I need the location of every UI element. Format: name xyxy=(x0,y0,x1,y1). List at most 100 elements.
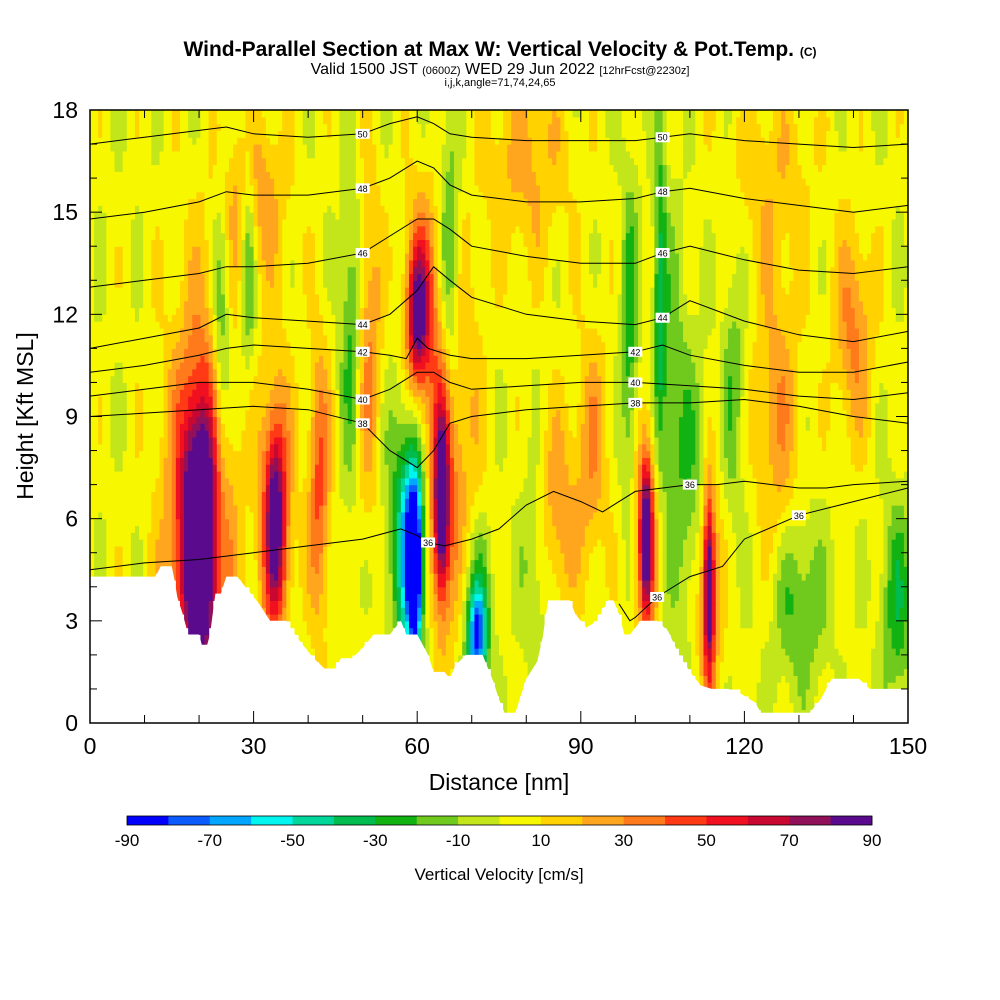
field-cell xyxy=(233,402,238,411)
field-cell xyxy=(118,539,124,547)
field-cell xyxy=(343,457,349,465)
field-cell xyxy=(102,300,107,309)
field-cell xyxy=(347,457,353,465)
field-cell xyxy=(302,198,308,206)
field-cell xyxy=(265,382,271,390)
field-cell xyxy=(208,430,214,438)
field-cell xyxy=(151,545,157,554)
field-cell xyxy=(282,579,287,588)
field-cell xyxy=(233,498,238,506)
field-cell xyxy=(290,368,296,377)
field-cell xyxy=(110,164,116,172)
field-cell xyxy=(200,579,206,588)
field-cell xyxy=(216,402,222,411)
field-cell xyxy=(269,430,275,438)
field-cell xyxy=(331,164,336,172)
field-cell xyxy=(355,198,361,206)
field-cell xyxy=(188,362,193,370)
field-cell xyxy=(147,178,152,186)
field-cell xyxy=(110,218,116,227)
field-cell xyxy=(184,368,189,377)
field-cell xyxy=(298,484,304,493)
field-cell xyxy=(208,511,214,520)
field-cell xyxy=(265,368,271,377)
field-cell xyxy=(351,559,357,567)
field-cell xyxy=(343,498,349,506)
field-cell xyxy=(155,334,161,343)
field-cell xyxy=(220,280,226,288)
field-cell xyxy=(269,287,275,295)
field-cell xyxy=(155,416,161,424)
field-cell xyxy=(274,573,279,581)
field-cell xyxy=(147,450,152,458)
field-cell xyxy=(290,341,296,349)
field-cell xyxy=(278,402,283,411)
field-cell xyxy=(175,539,181,547)
field-cell xyxy=(351,341,357,349)
field-cell xyxy=(335,144,341,152)
field-cell xyxy=(347,259,353,268)
field-cell xyxy=(323,402,328,411)
field-cell xyxy=(241,389,247,397)
field-cell xyxy=(171,532,177,540)
field-cell xyxy=(220,457,226,465)
field-cell xyxy=(314,430,320,438)
field-cell xyxy=(319,164,324,172)
field-cell xyxy=(241,198,247,206)
field-cell xyxy=(212,498,218,506)
field-cell xyxy=(331,396,336,404)
field-cell xyxy=(220,470,226,479)
field-cell xyxy=(278,532,283,540)
field-cell xyxy=(253,375,259,384)
field-cell xyxy=(294,518,300,527)
field-cell xyxy=(282,389,287,397)
field-cell xyxy=(220,464,226,472)
field-cell xyxy=(306,443,312,452)
field-cell xyxy=(261,484,267,493)
field-cell xyxy=(208,246,214,254)
field-cell xyxy=(188,368,193,377)
field-cell xyxy=(98,470,103,479)
field-cell xyxy=(347,212,353,220)
field-cell xyxy=(323,436,328,445)
field-cell xyxy=(155,307,161,315)
field-cell xyxy=(94,334,99,343)
field-cell xyxy=(139,566,144,574)
field-cell xyxy=(204,552,210,561)
field-cell xyxy=(106,116,112,125)
field-cell xyxy=(274,225,279,234)
field-cell xyxy=(290,532,296,540)
field-cell xyxy=(196,273,202,281)
field-cell xyxy=(237,545,242,554)
field-cell xyxy=(143,321,148,329)
field-cell xyxy=(306,232,312,241)
field-cell xyxy=(323,321,328,329)
field-cell xyxy=(208,545,214,554)
field-cell xyxy=(347,144,353,152)
field-cell xyxy=(331,484,336,493)
field-cell xyxy=(90,225,95,234)
field-cell xyxy=(310,150,316,159)
field-cell xyxy=(192,573,197,581)
field-cell xyxy=(261,457,267,465)
field-cell xyxy=(151,198,157,206)
field-cell xyxy=(290,232,296,241)
field-cell xyxy=(249,511,255,520)
field-cell xyxy=(314,525,320,533)
field-cell xyxy=(261,116,267,125)
field-cell xyxy=(171,368,177,377)
field-cell xyxy=(130,559,136,567)
field-cell xyxy=(245,368,251,377)
field-cell xyxy=(126,137,132,145)
field-cell xyxy=(327,661,332,670)
field-cell xyxy=(192,171,197,179)
field-cell xyxy=(286,505,292,513)
field-cell xyxy=(200,368,206,377)
field-cell xyxy=(253,491,259,499)
field-cell xyxy=(163,198,169,206)
field-cell xyxy=(98,144,103,152)
field-cell xyxy=(327,593,332,601)
field-cell xyxy=(167,327,173,336)
field-cell xyxy=(278,246,283,254)
field-cell xyxy=(98,566,103,574)
